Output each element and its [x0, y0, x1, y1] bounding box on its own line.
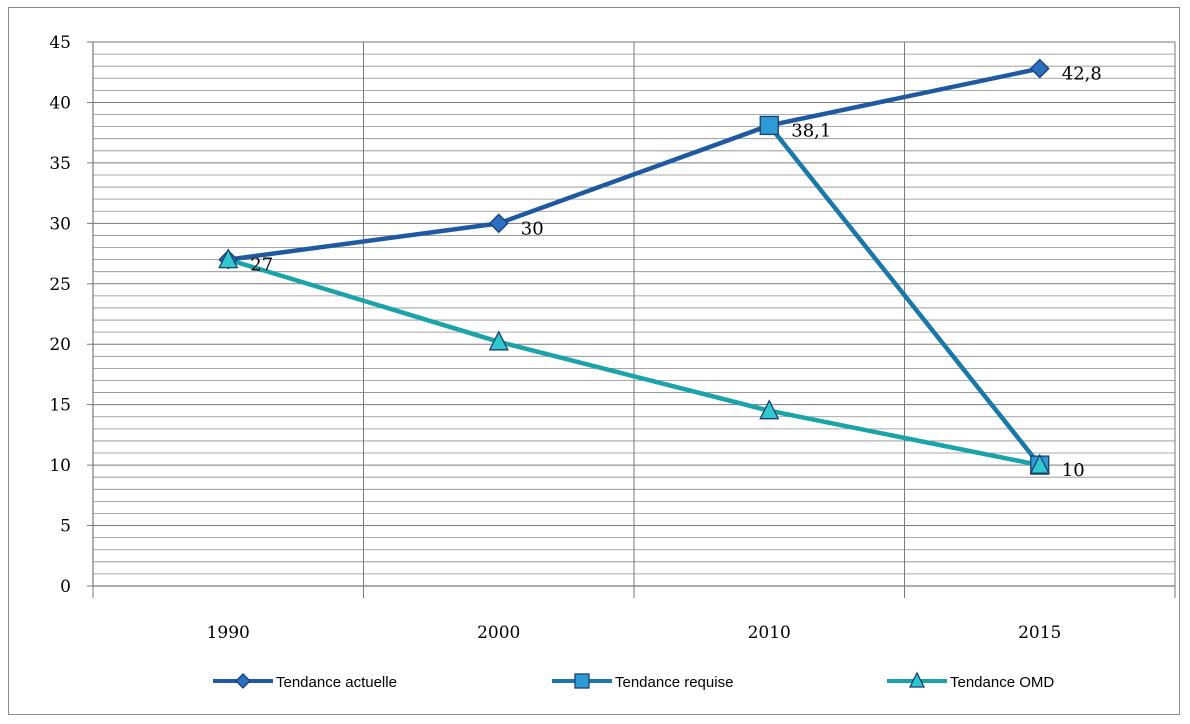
y-tick-label: 45	[49, 33, 71, 53]
legend-label-1: Tendance actuelle	[276, 674, 397, 691]
data-label: 27	[250, 255, 273, 276]
y-tick-label: 20	[49, 335, 71, 355]
legend-label-3: Tendance OMD	[950, 674, 1054, 691]
data-label: 38,1	[791, 120, 831, 141]
series-line-1	[227, 66, 1041, 262]
data-label: 30	[521, 218, 544, 239]
y-tick-label: 35	[49, 154, 71, 174]
y-tick-label: 25	[49, 275, 71, 295]
legend-marker-2	[574, 673, 590, 689]
data-point-series-3	[759, 399, 780, 420]
data-point-series-3	[218, 248, 239, 269]
y-tick-label: 10	[49, 456, 71, 476]
data-label: 10	[1062, 460, 1085, 481]
y-tick-label: 0	[60, 577, 71, 597]
data-point-series-1	[488, 213, 509, 234]
legend-marker-3	[908, 671, 926, 688]
data-point-series-1	[1029, 58, 1050, 79]
data-point-series-3	[488, 330, 509, 351]
series-line-2	[767, 124, 1042, 467]
chart-frame	[8, 7, 1180, 715]
y-tick-label: 40	[49, 93, 71, 113]
x-tick-label: 2010	[748, 623, 791, 643]
legend-label-2: Tendance requise	[615, 674, 733, 691]
x-tick-label: 2015	[1018, 623, 1061, 643]
data-label: 42,8	[1062, 64, 1102, 85]
x-tick-label: 1990	[207, 623, 250, 643]
series-line-3	[227, 257, 1041, 468]
x-tick-label: 2000	[477, 623, 520, 643]
y-tick-label: 15	[49, 396, 71, 416]
y-tick-label: 5	[60, 517, 71, 537]
legend-marker-1	[235, 673, 251, 689]
data-point-series-3	[1029, 453, 1050, 474]
y-tick-label: 30	[49, 214, 71, 234]
data-point-series-2	[759, 115, 779, 136]
